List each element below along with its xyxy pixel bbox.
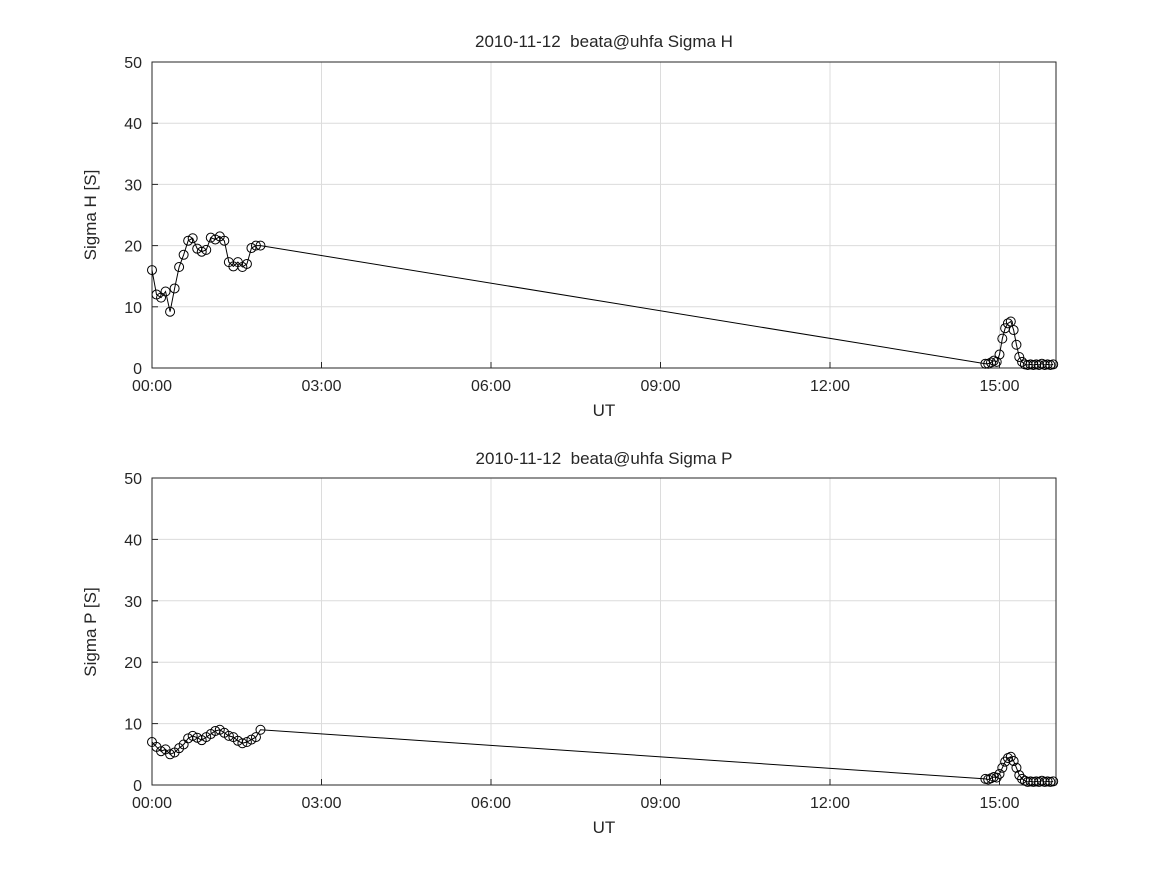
- data-point-marker: [1011, 339, 1022, 350]
- x-tick-label: 00:00: [132, 378, 172, 395]
- y-tick-label: 0: [133, 361, 142, 378]
- data-point-marker: [160, 286, 171, 297]
- axes-box: [151, 61, 1057, 369]
- data-point-marker: [1014, 351, 1025, 362]
- x-tick-label: 09:00: [640, 795, 680, 812]
- x-tick-label: 03:00: [301, 795, 341, 812]
- x-tick-label: 15:00: [979, 795, 1019, 812]
- x-tick-label: 15:00: [979, 378, 1019, 395]
- data-point-marker: [980, 358, 991, 369]
- y-tick-label: 20: [124, 655, 142, 672]
- data-point-marker: [1008, 325, 1019, 336]
- data-point-marker: [986, 357, 997, 368]
- data-point-marker: [241, 258, 252, 269]
- y-tick-label: 20: [124, 239, 142, 256]
- y-tick-label: 30: [124, 594, 142, 611]
- data-point-marker: [997, 333, 1008, 344]
- data-point-marker: [994, 768, 1005, 779]
- data-point-marker: [201, 244, 212, 255]
- data-point-marker: [250, 732, 261, 743]
- x-tick-label: 06:00: [471, 795, 511, 812]
- sigma-p-ylabel: Sigma P [S]: [81, 587, 100, 676]
- axes-box: [151, 477, 1057, 786]
- data-point-marker: [994, 349, 1005, 360]
- x-tick-label: 09:00: [640, 378, 680, 395]
- data-point-marker: [237, 738, 248, 749]
- data-point-marker: [991, 356, 1002, 367]
- data-point-marker: [1011, 762, 1022, 773]
- x-tick-label: 12:00: [810, 378, 850, 395]
- sigma-h-plot-area: 00:00 03:00 06:00 09:00 12:00 15:00 0 10 20 30 40 5…: [124, 55, 1059, 395]
- sigma-h-xlabel: UT: [593, 401, 616, 420]
- sigma-h-ylabel: Sigma H [S]: [81, 170, 100, 261]
- x-tick-label: 00:00: [132, 795, 172, 812]
- y-tick-label: 30: [124, 177, 142, 194]
- y-tick-label: 50: [124, 471, 142, 488]
- sigma-h-title: 2010-11-12 beata@uhfa Sigma H: [475, 32, 733, 51]
- x-tick-label: 12:00: [810, 795, 850, 812]
- data-point-marker: [1048, 359, 1059, 370]
- y-tick-label: 50: [124, 55, 142, 72]
- data-point-marker: [187, 730, 198, 741]
- data-point-marker: [1008, 756, 1019, 767]
- data-point-marker: [187, 233, 198, 244]
- data-point-marker: [165, 749, 176, 760]
- data-point-marker: [156, 746, 167, 757]
- y-tick-label: 10: [124, 717, 142, 734]
- x-tick-label: 03:00: [301, 378, 341, 395]
- sigma-p-plot-area: 00:00 03:00 06:00 09:00 12:00 15:00 0 10 20 30 40 5…: [124, 471, 1059, 812]
- data-line: [151, 235, 1054, 366]
- data-point-marker: [1048, 776, 1059, 787]
- data-point-marker: [250, 240, 261, 251]
- y-tick-label: 40: [124, 532, 142, 549]
- sigma-p-xlabel: UT: [593, 818, 616, 837]
- data-point-marker: [255, 724, 266, 735]
- data-point-marker: [997, 762, 1008, 773]
- sigma-p-title: 2010-11-12 beata@uhfa Sigma P: [475, 449, 732, 468]
- y-tick-label: 0: [133, 778, 142, 795]
- data-point-marker: [147, 265, 157, 276]
- data-point-marker: [169, 283, 180, 294]
- data-point-marker: [165, 306, 176, 317]
- data-line: [151, 729, 1054, 783]
- data-point-marker: [1014, 770, 1025, 781]
- data-point-marker: [1002, 318, 1013, 329]
- data-point-marker: [223, 730, 234, 741]
- data-point-marker: [174, 262, 185, 273]
- data-point-marker: [255, 240, 266, 251]
- x-tick-label: 06:00: [471, 378, 511, 395]
- y-tick-label: 40: [124, 116, 142, 133]
- data-point-marker: [219, 235, 230, 246]
- data-point-marker: [178, 249, 189, 260]
- data-point-marker: [196, 246, 207, 257]
- y-tick-label: 10: [124, 300, 142, 317]
- data-point-marker: [991, 772, 1002, 783]
